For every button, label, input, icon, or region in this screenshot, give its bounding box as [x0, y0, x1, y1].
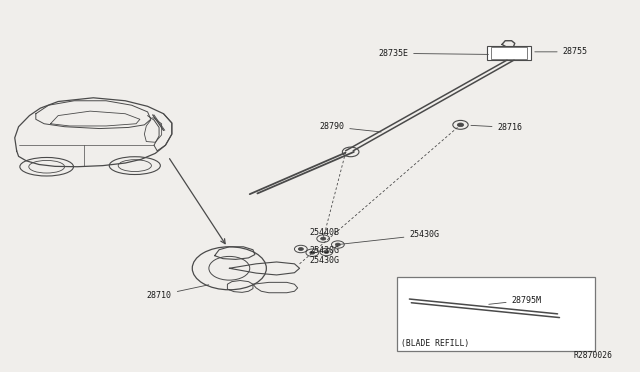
Text: 28795M: 28795M [489, 296, 541, 305]
Text: (BLADE REFILL): (BLADE REFILL) [401, 339, 469, 348]
FancyBboxPatch shape [491, 47, 527, 58]
Text: 28790: 28790 [319, 122, 381, 132]
Text: 28755: 28755 [535, 47, 588, 56]
Text: 25430G: 25430G [309, 246, 339, 255]
FancyBboxPatch shape [397, 277, 595, 351]
Circle shape [324, 250, 329, 253]
Text: R2870026: R2870026 [573, 351, 612, 360]
Circle shape [298, 247, 303, 250]
Text: 25430G: 25430G [309, 253, 339, 265]
Circle shape [335, 243, 340, 246]
Text: 25440B: 25440B [309, 228, 339, 237]
Circle shape [321, 237, 326, 240]
Circle shape [458, 123, 464, 127]
Text: 28735E: 28735E [378, 49, 488, 58]
Circle shape [310, 251, 315, 254]
Text: 28716: 28716 [471, 123, 522, 132]
Text: 25430G: 25430G [340, 230, 440, 244]
FancyBboxPatch shape [487, 46, 531, 60]
Text: 28710: 28710 [147, 285, 209, 300]
